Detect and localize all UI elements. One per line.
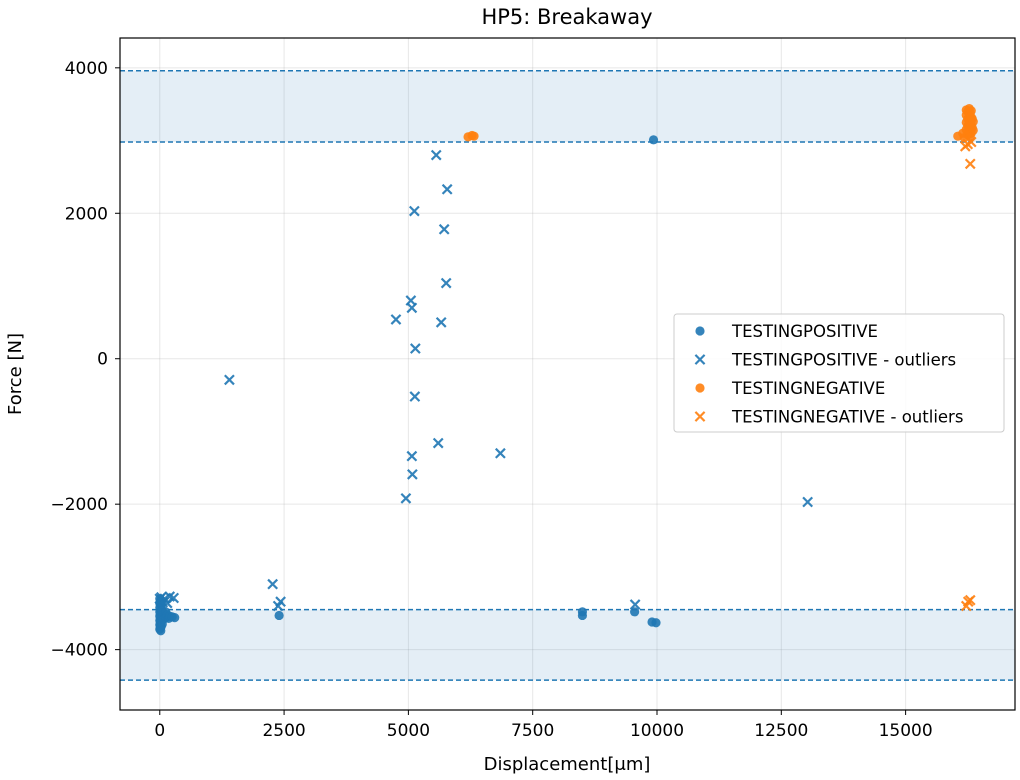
scatter-x-point (409, 343, 421, 354)
scatter-x-point (406, 450, 418, 462)
scatter-x-point (275, 596, 286, 608)
scatter-point (469, 131, 479, 141)
scatter-point (651, 618, 661, 628)
legend-entry-label: TESTINGNEGATIVE - outliers (731, 408, 963, 427)
scatter-x-point (400, 492, 412, 504)
scatter-point (274, 610, 284, 621)
series-3 (959, 136, 977, 612)
scatter-x-point (406, 468, 418, 480)
y-tick-label: −4000 (50, 641, 108, 661)
scatter-x-point (432, 437, 444, 449)
x-tick-label: 7500 (511, 721, 554, 741)
scatter-x-point (802, 496, 814, 508)
y-axis-ticks: −4000 −2000 0 2000 4000 (50, 59, 120, 661)
x-tick-label: 0 (154, 721, 165, 741)
y-tick-label: 0 (97, 350, 108, 370)
series-2 (463, 103, 978, 143)
scatter-point (170, 613, 180, 623)
series-0 (155, 135, 661, 636)
y-tick-label: 4000 (65, 59, 108, 79)
legend: TESTINGPOSITIVE TESTINGPOSITIVE - outlier… (673, 313, 1005, 433)
scatter-x-point (224, 374, 235, 386)
scatter-x-point (430, 149, 442, 161)
lower-tolerance-band (120, 609, 1015, 681)
x-axis-label: Displacement[μm] (484, 754, 651, 775)
scatter-x-point (964, 158, 976, 170)
scatter-x-point (441, 183, 453, 195)
legend-box (673, 313, 1005, 433)
scatter-x-point (435, 316, 447, 328)
scatter-point (968, 125, 978, 135)
upper-tolerance-band (120, 70, 1015, 142)
x-tick-label: 12500 (754, 721, 808, 741)
x-tick-label: 15000 (879, 721, 933, 741)
scatter-point (968, 117, 978, 127)
scatter-x-point (438, 223, 450, 235)
y-tick-label: 2000 (65, 204, 108, 224)
tolerance-bands (120, 69, 1015, 681)
scatter-x-point (390, 314, 402, 325)
x-axis-ticks: 0 2500 5000 7500 10000 12500 15000 (154, 710, 933, 741)
legend-entry-label: TESTINGPOSITIVE (731, 322, 878, 341)
scatter-x-point (168, 592, 180, 604)
legend-marker (694, 411, 706, 422)
legend-marker (695, 326, 705, 336)
scatter-x-point (406, 302, 418, 314)
legend-marker (695, 383, 705, 393)
legend-entry-label: TESTINGNEGATIVE (731, 379, 885, 398)
scatter-point (966, 106, 976, 116)
scatter-point (577, 610, 588, 621)
chart-title: HP5: Breakaway (481, 5, 652, 29)
legend-entry-label: TESTINGPOSITIVE - outliers (731, 351, 956, 370)
scatter-point (648, 135, 659, 145)
scatter-x-point (408, 205, 420, 217)
x-tick-label: 5000 (387, 721, 430, 741)
scatter-point (630, 607, 640, 617)
scatter-x-point (629, 599, 641, 610)
scatter-x-point (965, 136, 977, 148)
data-points (154, 103, 978, 636)
plot-area-frame (119, 37, 1016, 711)
y-axis-label: Force [N] (5, 333, 26, 415)
series-1 (154, 149, 814, 612)
scatter-x-point (440, 277, 452, 289)
scatter-x-point (267, 578, 279, 590)
x-tick-label: 2500 (262, 721, 305, 741)
scatter-x-point (409, 391, 421, 402)
legend-marker (694, 354, 706, 365)
scatter-x-point (494, 447, 506, 459)
x-tick-label: 10000 (630, 721, 684, 741)
scatter-x-point (964, 594, 976, 606)
y-tick-label: −2000 (50, 495, 108, 515)
